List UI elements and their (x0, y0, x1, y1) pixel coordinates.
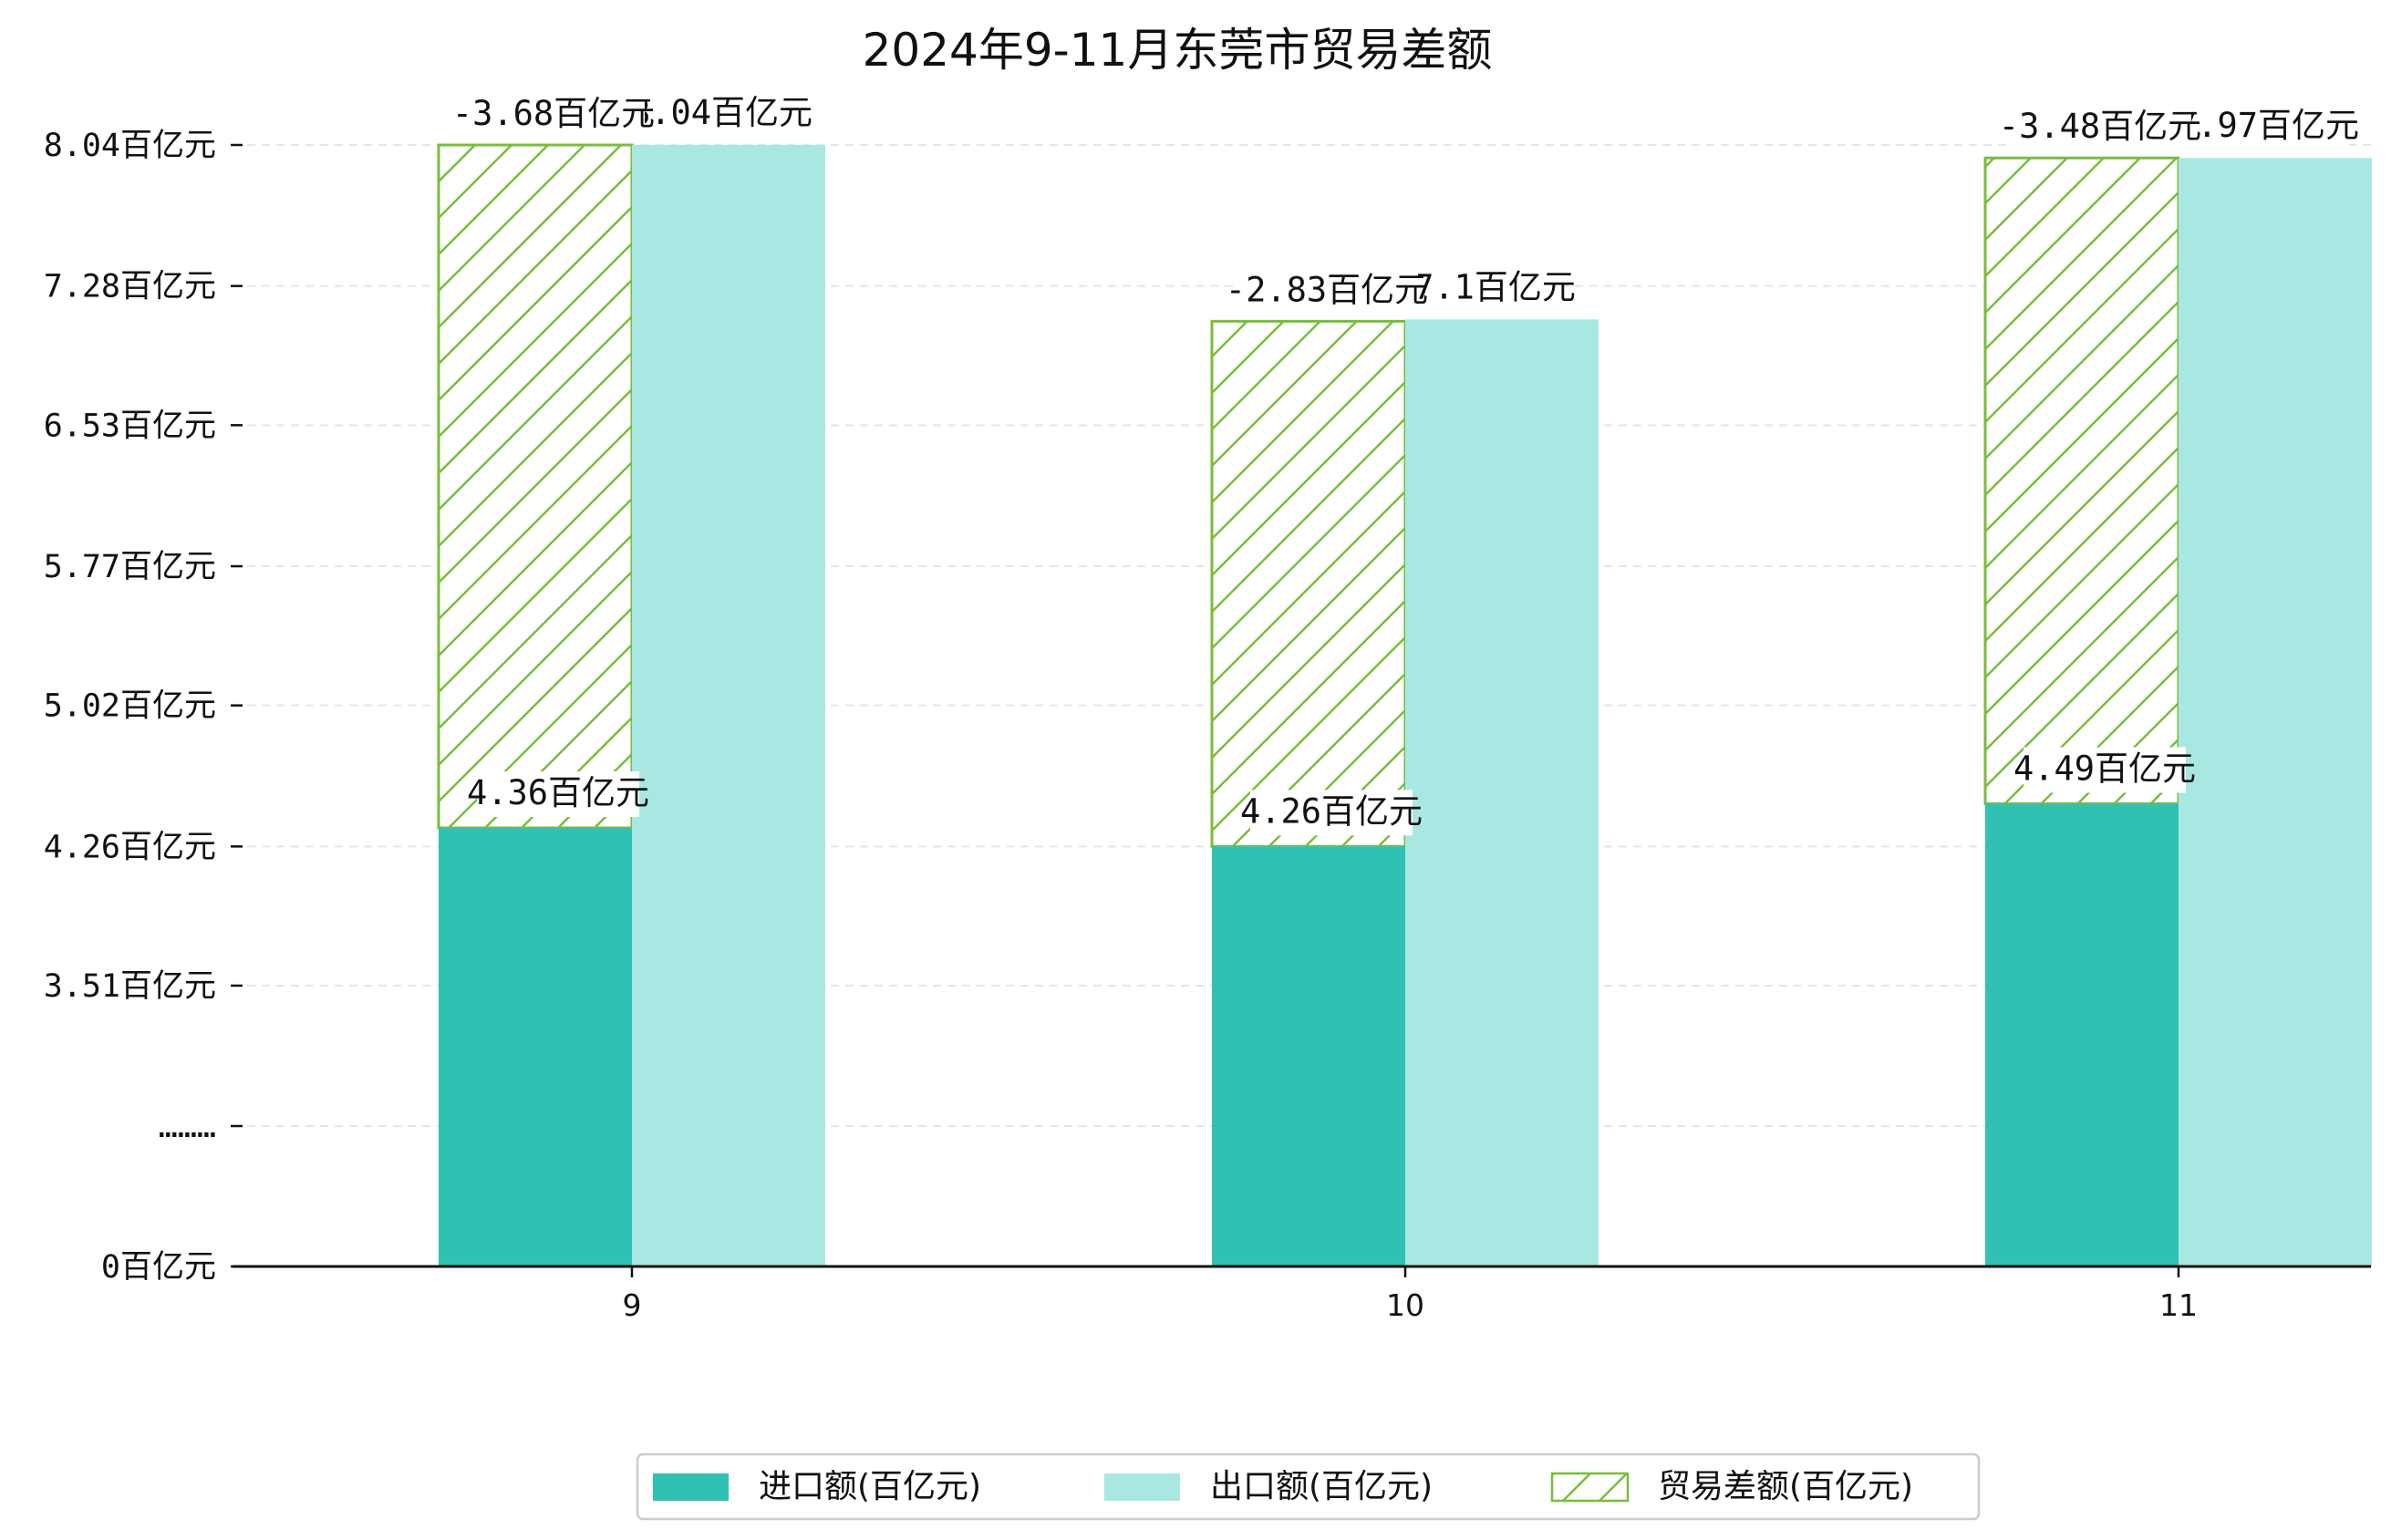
data-label-bg (477, 770, 639, 817)
data-label-bg (2187, 104, 2349, 150)
y-axis: 0百亿元 ……… 3.51百亿元 4.26百亿元 5.02百亿元 5.77百亿元 6.53百… (44, 128, 243, 1286)
import-value-label: 4.26百亿元 (1240, 791, 1423, 831)
data-label-bg (462, 92, 645, 138)
y-tick-label: 4.26百亿元 (44, 829, 216, 865)
legend-swatch (1104, 1473, 1180, 1501)
balance-bar (437, 143, 634, 830)
y-tick-label: 0百亿元 (101, 1249, 216, 1286)
x-tick-label: 9 (623, 1287, 642, 1323)
export-bar (2179, 158, 2372, 1267)
legend-label: 出口额(百亿元) (1210, 1468, 1433, 1505)
x-tick-label: 11 (2159, 1287, 2198, 1323)
balance-bar (1210, 319, 1407, 848)
legend-box (636, 1452, 1981, 1521)
legend-label: 进口额(百亿元) (759, 1468, 981, 1505)
data-label-bg (1423, 265, 1566, 312)
y-tick-label: ……… (159, 1109, 216, 1145)
export-bar (1405, 319, 1599, 1267)
import-bar (1212, 846, 1405, 1266)
y-tick-label: 3.51百亿元 (44, 968, 216, 1005)
data-labels: 4.36百亿元 8.04百亿元-3.68百亿元 4.26百亿元 7.1百亿元-2.83… (452, 91, 2359, 836)
data-label-bg (2024, 747, 2186, 793)
import-bar (439, 827, 632, 1266)
import-bar (1985, 803, 2179, 1266)
balance-bar (1983, 156, 2180, 806)
chart-title: 2024年9-11月东莞市贸易差额 (863, 24, 1493, 77)
y-tick-label: 5.77百亿元 (44, 549, 216, 585)
y-tick-label: 5.02百亿元 (44, 688, 216, 725)
export-bar (632, 145, 825, 1266)
data-label-bg (2009, 105, 2191, 151)
legend-swatch (1550, 1472, 1630, 1503)
import-value-label: 4.36百亿元 (467, 773, 649, 812)
bars (437, 143, 2372, 1267)
data-label-bg (1236, 268, 1418, 315)
y-tick-label: 8.04百亿元 (44, 128, 216, 164)
y-tick-label: 7.28百亿元 (44, 269, 216, 305)
balance-value-label: -3.68百亿元 (452, 94, 655, 133)
data-label-bg (1250, 790, 1413, 836)
legend: 进口额(百亿元) 出口额(百亿元) 贸易差额(百亿元) (636, 1452, 1981, 1521)
export-value-label: 7.97百亿元 (2177, 106, 2359, 145)
data-label-bg (640, 91, 802, 137)
y-tick-label: 6.53百亿元 (44, 408, 216, 444)
export-value-label: 8.04百亿元 (630, 93, 813, 132)
balance-value-label: -2.83百亿元 (1226, 270, 1428, 309)
legend-swatch (653, 1473, 729, 1501)
x-tick-label: 10 (1386, 1287, 1424, 1323)
export-value-label: 7.1百亿元 (1413, 267, 1576, 306)
x-axis: 9 10 11 (233, 1265, 2371, 1323)
import-value-label: 4.49百亿元 (2013, 749, 2196, 789)
balance-value-label: -3.48百亿元 (1999, 107, 2201, 146)
legend-label: 贸易差额(百亿元) (1658, 1468, 1913, 1505)
